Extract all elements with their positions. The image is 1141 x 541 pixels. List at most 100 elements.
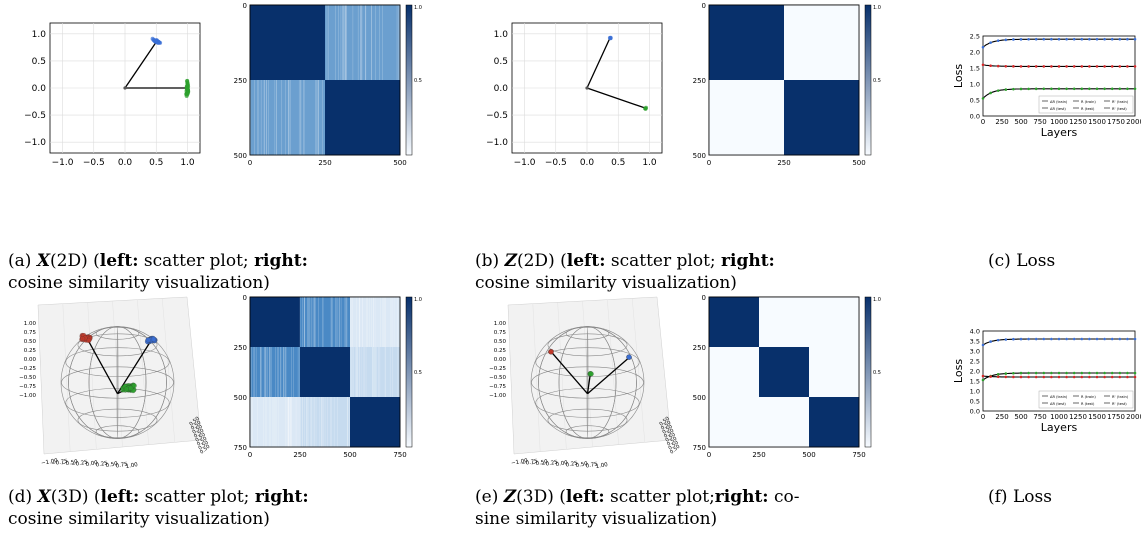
a-scatter-point <box>185 91 190 96</box>
caption-e-lead: ( <box>559 487 566 507</box>
c-loss-legend-item: ΔR (train) <box>1050 100 1068 104</box>
d-sphere-xtick: −0.50 <box>61 459 79 468</box>
d-sphere-point <box>123 386 129 392</box>
f-loss-ylabel: Loss <box>952 359 965 383</box>
d-heatmap-block <box>300 397 351 448</box>
b-heatmap-ytick: 500 <box>693 152 706 160</box>
d-sphere-pane <box>37 296 202 455</box>
d-sphere-xtick: −0.25 <box>71 459 89 468</box>
d-sphere-ytick: 0.50 <box>193 428 205 440</box>
b-heatmap-ytick: 0 <box>702 2 706 10</box>
b-heatmap-cbar-tick: 0.5 <box>873 78 881 84</box>
e-sphere-latitude <box>531 366 644 399</box>
c-loss-xtick: 0 <box>981 118 985 126</box>
d-heatmap-xtick: 250 <box>293 451 306 459</box>
e-sphere-ytick: 0.50 <box>666 436 678 448</box>
c-loss-marker <box>1065 65 1068 68</box>
b-heatmap-block <box>784 5 860 81</box>
d-sphere-ztick: −0.75 <box>19 384 36 390</box>
caption-d-lead: ( <box>93 487 101 507</box>
e-sphere-longitude <box>538 326 637 439</box>
c-loss-marker <box>981 63 985 67</box>
c-loss-marker <box>1072 65 1076 68</box>
caption-e-left: left: <box>565 487 605 507</box>
a-heatmap-block <box>325 80 401 156</box>
e-sphere-pane-grid <box>557 302 567 450</box>
d-sphere-ztick: 1.00 <box>24 321 37 327</box>
c-loss-marker <box>1103 65 1106 68</box>
e-sphere-latitude <box>565 327 610 340</box>
c-loss-marker <box>1095 65 1099 68</box>
d-sphere-xtick: 0.25 <box>95 460 109 468</box>
f-loss-marker <box>1019 337 1023 341</box>
e-sphere-ytick: 0.50 <box>658 416 670 428</box>
caption-d-left-text: scatter plot; <box>144 487 250 507</box>
a-heatmap-block <box>250 80 326 156</box>
e-sphere-point <box>548 349 554 355</box>
d-sphere-latitude <box>65 388 170 418</box>
c-loss-marker <box>981 45 985 49</box>
d-sphere-latitude <box>77 333 158 357</box>
c-loss-marker <box>996 89 1000 92</box>
e-sphere-latitude <box>565 425 610 438</box>
c-loss-marker <box>989 64 992 68</box>
d-sphere-latitude <box>65 347 170 377</box>
caption-c: (c) Loss <box>988 250 1055 272</box>
f-loss-marker <box>1034 375 1038 379</box>
f-loss-xtick: 1750 <box>1107 413 1125 421</box>
b-heatmap-cbar-tick: 1.0 <box>873 5 881 11</box>
b-heatmap-xtick: 250 <box>777 159 790 167</box>
f-loss-marker <box>1065 371 1068 375</box>
caption-b-label: (b) <box>475 251 500 271</box>
c-loss-marker <box>996 39 1000 43</box>
b-scatter-ytick: 0.5 <box>494 57 508 67</box>
d-heatmap-border <box>249 296 401 448</box>
c-loss-xtick: 250 <box>995 118 1008 126</box>
c-loss-marker <box>1057 65 1061 68</box>
f-loss-marker <box>1034 337 1038 341</box>
f-loss-marker <box>1042 371 1046 375</box>
c-loss-marker <box>1095 37 1099 41</box>
d-heatmap-xtick: 750 <box>393 451 406 459</box>
c-loss-marker <box>1057 87 1061 91</box>
f-loss-legend-item: ΔR (train) <box>1050 395 1068 399</box>
caption-d-symbol: X <box>37 487 51 507</box>
b-scatter-point <box>607 35 612 40</box>
a-heatmap-border <box>249 4 401 156</box>
e-heatmap-xtick: 250 <box>752 451 765 459</box>
c-loss-marker <box>981 97 985 100</box>
f-loss-ytick: 0.5 <box>970 398 980 406</box>
b-heatmap-ytick: 250 <box>693 77 706 85</box>
d-heatmap-block <box>300 347 351 398</box>
d-sphere-latitude <box>95 327 140 340</box>
b-scatter-xtick: −0.5 <box>545 158 567 168</box>
caption-d-left: left: <box>100 487 140 507</box>
e-heatmap-border <box>708 296 860 448</box>
d-heatmap-block <box>350 397 401 448</box>
d-heatmap-block <box>250 397 301 448</box>
f-loss-marker <box>1080 371 1084 375</box>
a-scatter-xtick: 0.5 <box>149 158 163 168</box>
f-loss-marker <box>981 378 985 382</box>
f-loss-xtick: 750 <box>1033 413 1046 421</box>
caption-b-dim: (2D) <box>516 251 555 271</box>
d-sphere-ytick: 0.50 <box>197 440 209 452</box>
c-loss-marker <box>1110 65 1114 68</box>
f-loss-marker <box>1133 375 1137 379</box>
b-heatmap-border <box>708 4 860 156</box>
caption-a-left-text: scatter plot; <box>143 251 249 271</box>
a-heatmap-ytick: 0 <box>243 2 247 10</box>
d-sphere-xtick: −1.00 <box>41 458 59 467</box>
e-heatmap-cbar-tick: 1.0 <box>873 297 881 303</box>
b-scatter-ytick: 0.0 <box>494 84 509 94</box>
d-sphere-pane-grid <box>62 303 71 452</box>
d-heatmap-ytick: 250 <box>234 344 247 352</box>
e-heatmap-colorbar <box>864 296 872 448</box>
a-heatmap-block <box>325 5 401 81</box>
f-loss-marker <box>1004 372 1008 375</box>
f-loss-marker <box>1080 337 1084 341</box>
a-scatter-xtick: 1.0 <box>180 158 195 168</box>
f-loss-ytick: 4.0 <box>970 328 980 336</box>
a-heatmap-ytick: 500 <box>234 152 247 160</box>
f-loss-marker <box>1004 338 1008 341</box>
